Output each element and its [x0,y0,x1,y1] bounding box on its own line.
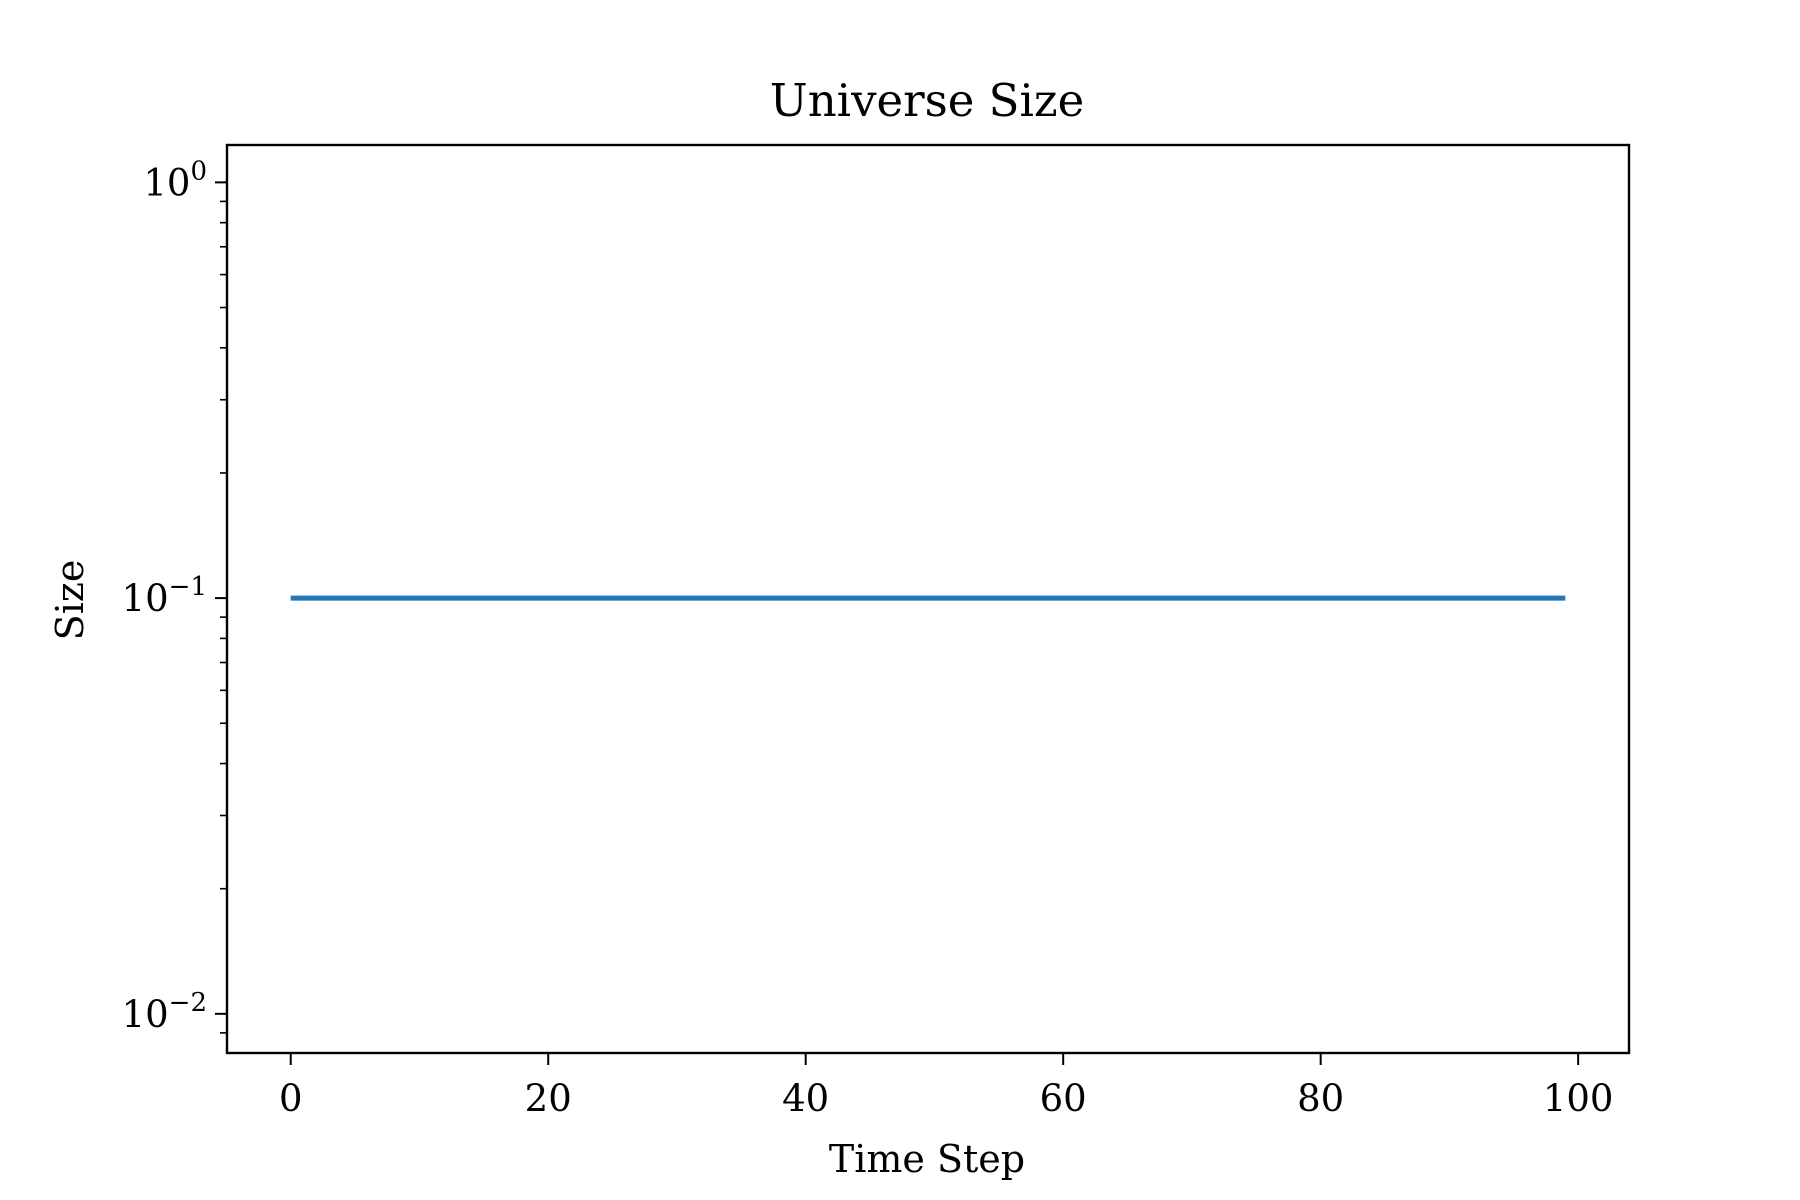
x-tick-label: 60 [1040,1077,1087,1120]
x-tick-label: 80 [1297,1077,1344,1120]
y-tick-label: 10−2 [122,988,207,1036]
x-tick-label: 100 [1543,1077,1614,1120]
chart-title: Universe Size [770,74,1084,127]
x-axis-title: Time Step [829,1137,1025,1181]
x-tick-label: 40 [782,1077,829,1120]
y-axis-title: Size [48,560,92,641]
plot-frame [225,143,1631,1055]
x-axis: 0 20 40 60 80 100 [279,1053,1614,1120]
x-tick-label: 0 [279,1077,303,1120]
y-axis: 100 10−1 10−2 [122,156,227,1036]
x-tick-label: 20 [525,1077,572,1120]
y-tick-label: 10−1 [122,572,207,620]
y-tick-label: 100 [143,156,207,204]
